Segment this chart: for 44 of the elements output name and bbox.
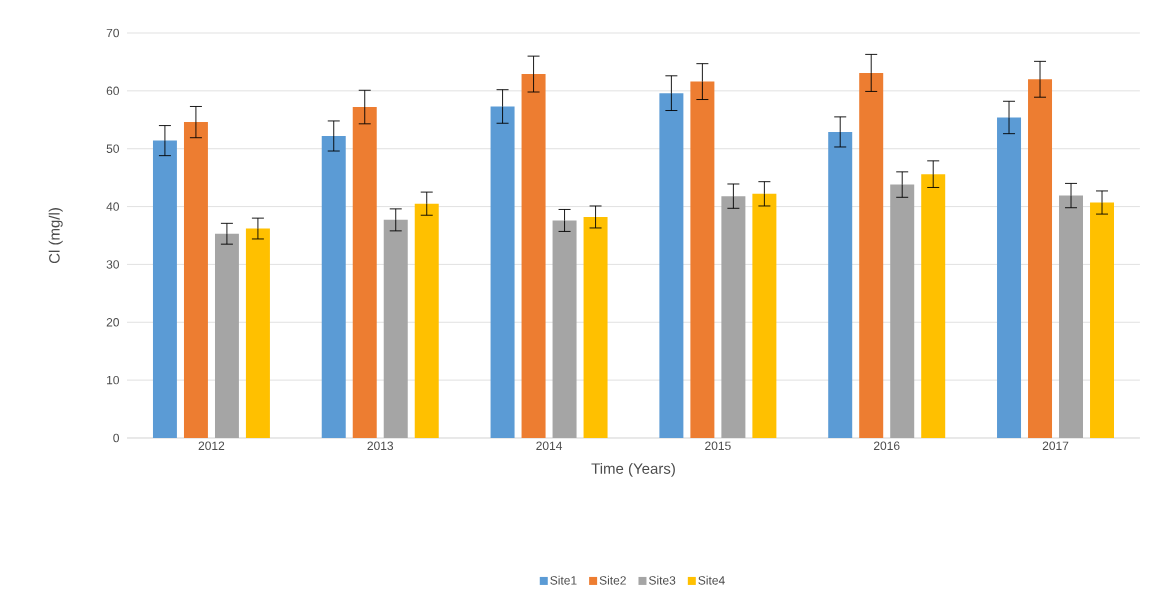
x-tick-label: 2013	[367, 441, 394, 451]
y-tick-label: 70	[106, 28, 120, 38]
x-axis-title: Time (Years)	[591, 462, 675, 477]
legend-label: Site3	[649, 575, 676, 585]
legend-label: Site4	[698, 575, 725, 585]
bar	[352, 107, 377, 438]
bar	[552, 220, 577, 438]
y-tick-label: 10	[107, 375, 120, 385]
x-tick-label: 2015	[705, 441, 731, 451]
y-axis-title: Cl (mg/l)	[48, 208, 63, 264]
bar	[859, 72, 884, 438]
bar	[214, 233, 239, 438]
x-tick-label: 2017	[1042, 441, 1069, 451]
bar	[414, 203, 439, 438]
bar	[152, 140, 177, 438]
x-tick-label: 2016	[873, 441, 900, 451]
bar	[752, 193, 777, 438]
y-tick-label: 50	[106, 144, 120, 153]
bar	[583, 216, 608, 438]
y-tick-label: 0	[113, 433, 120, 443]
bar	[245, 228, 270, 438]
bar	[521, 74, 546, 438]
bar	[890, 184, 915, 438]
bar	[997, 117, 1022, 438]
bar	[659, 93, 684, 438]
x-tick-label: 2014	[536, 441, 563, 451]
y-tick-label: 30	[106, 260, 120, 269]
bar	[490, 106, 515, 438]
y-tick-label: 20	[106, 318, 120, 327]
legend-label: Site1	[550, 575, 577, 585]
bar	[1059, 195, 1084, 438]
bar	[1090, 202, 1115, 438]
bar	[828, 131, 853, 438]
y-tick-label: 40	[106, 202, 120, 211]
bar	[721, 196, 746, 438]
bar	[321, 135, 346, 438]
x-tick-label: 2012	[198, 441, 225, 451]
bar	[183, 122, 208, 438]
y-tick-label: 60	[106, 86, 120, 96]
bar	[921, 174, 946, 438]
bar	[1028, 79, 1053, 438]
legend-label: Site2	[599, 575, 626, 585]
bar	[383, 219, 408, 438]
bar	[690, 81, 715, 438]
